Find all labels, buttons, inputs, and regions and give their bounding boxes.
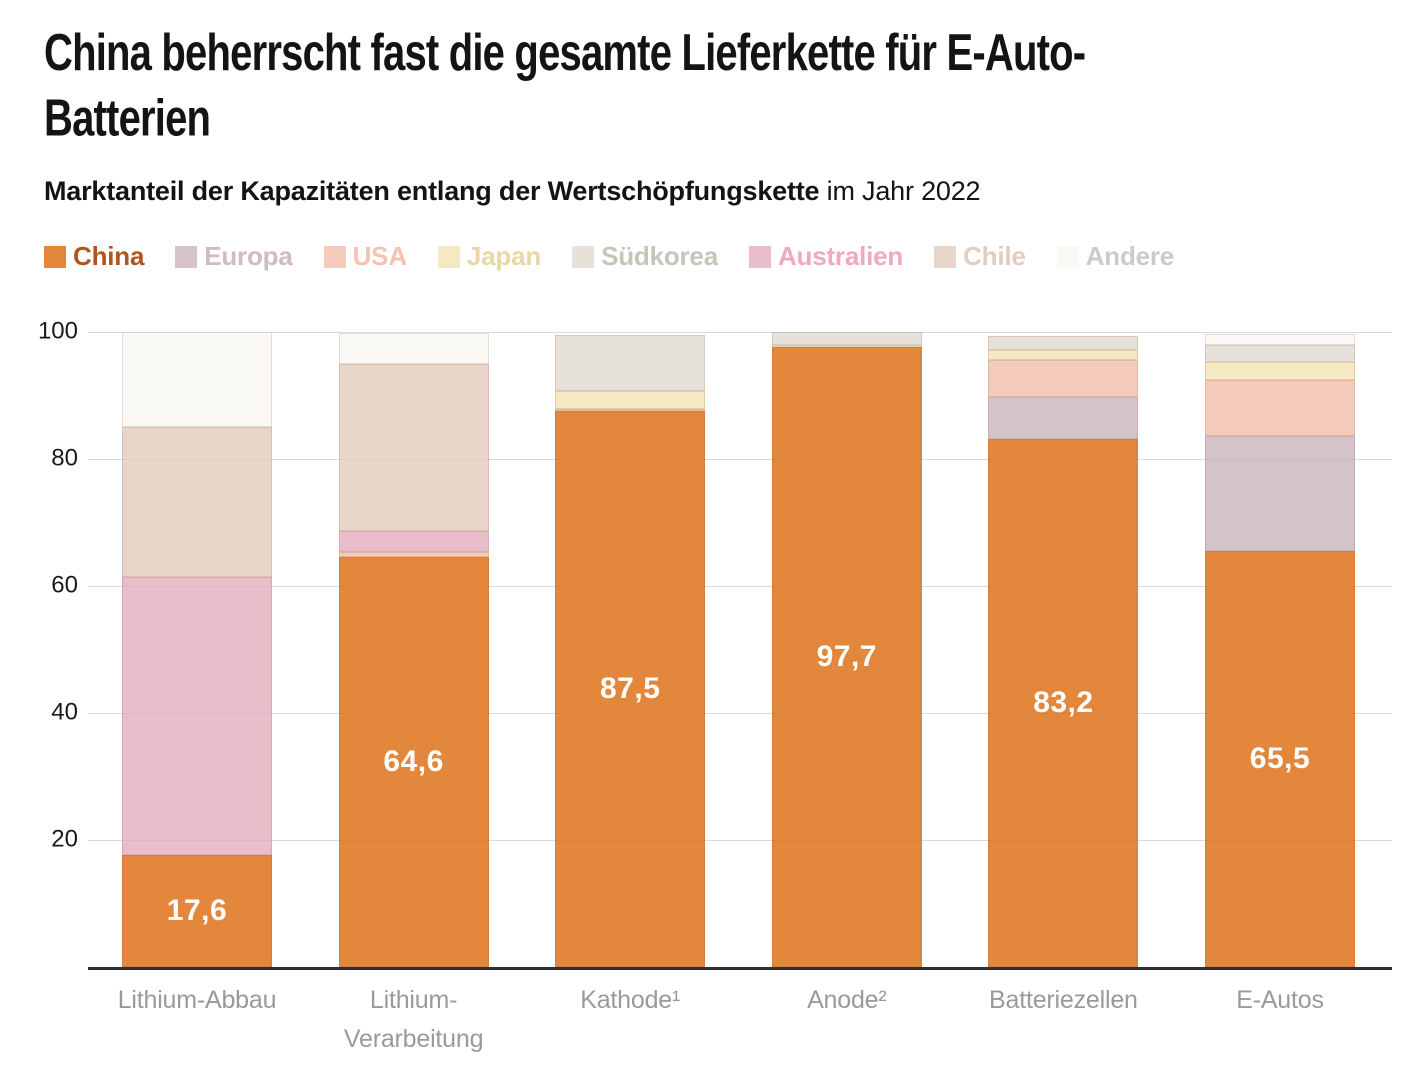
bar-segment-usa — [555, 408, 706, 412]
bar-segment-s-dkorea — [771, 332, 922, 345]
legend-label-chile: Chile — [963, 241, 1026, 271]
bar-segment-s-dkorea — [555, 335, 706, 392]
x-axis-label-line: Verarbeitung — [343, 1025, 484, 1053]
legend-label-s-dkorea: Südkorea — [601, 241, 718, 271]
bar-segment-chile — [122, 427, 272, 578]
legend-label-china: China — [73, 241, 145, 271]
x-axis-label-line: E-Autos — [1236, 986, 1324, 1014]
bar-segment-andere — [1205, 333, 1355, 346]
legend-swatch-australien — [748, 245, 771, 268]
legend-swatch-europa — [175, 245, 198, 268]
legend-item-australien: Australien — [748, 241, 904, 272]
subtitle-bold-text: Marktanteil der Kapazitäten entlang der … — [44, 176, 820, 206]
legend-label-europa: Europa — [204, 241, 293, 271]
gridline-overlay-80 — [88, 459, 1392, 460]
legend-item-chile: Chile — [934, 241, 1026, 272]
bar-segment-usa — [338, 551, 489, 557]
legend-item-japan: Japan — [437, 241, 542, 272]
bar-value-label: 64,6 — [383, 744, 444, 778]
legend-item-usa: USA — [323, 241, 407, 272]
legend-label-andere: Andere — [1085, 241, 1175, 271]
legend-label-usa: USA — [352, 241, 407, 271]
bar-segment-australien — [338, 530, 489, 552]
gridline-40 — [88, 713, 1392, 714]
gridline-80 — [88, 459, 1392, 460]
y-axis-tick-label: 40 — [51, 698, 78, 726]
legend-label-australien: Australien — [777, 241, 904, 271]
legend-item-andere: Andere — [1056, 241, 1175, 272]
subtitle-regular-text: im Jahr 2022 — [819, 176, 981, 206]
y-axis-tick-label: 60 — [51, 571, 78, 599]
gridline-overlay-100 — [88, 332, 1392, 333]
x-axis-label-lithium-verarbeitung: Lithium- Verarbeitung — [274, 981, 554, 1059]
bar-value-label: 97,7 — [816, 639, 877, 673]
legend-swatch-usa — [323, 245, 346, 268]
y-axis-tick-label: 20 — [51, 825, 78, 853]
legend-swatch-japan — [437, 245, 460, 268]
bar-segment-china — [988, 438, 1139, 967]
chart-title: China beherrscht fast die gesamte Liefer… — [44, 23, 1086, 147]
bar-segment-japan — [771, 344, 922, 347]
legend-swatch-s-dkorea — [572, 245, 595, 268]
bar-segment-s-dkorea — [1205, 345, 1355, 362]
chart-subtitle: Marktanteil der Kapazitäten entlang der … — [44, 176, 981, 207]
bar-segment-china — [338, 556, 489, 967]
legend-swatch-andere — [1056, 245, 1079, 268]
bar-segment-usa — [1205, 379, 1355, 436]
bar-segment-australien — [122, 577, 272, 856]
bar-segment-andere — [338, 332, 489, 365]
gridline-overlay-60 — [88, 586, 1392, 587]
x-axis-label-anode: Anode² — [707, 981, 987, 1020]
bar-segment-europa — [1205, 435, 1355, 552]
gridline-60 — [88, 586, 1392, 587]
gridline-overlay-20 — [88, 840, 1392, 841]
bar-value-label: 83,2 — [1033, 685, 1094, 719]
bar-segment-japan — [555, 391, 706, 409]
x-axis-label-line: Batteriezellen — [989, 986, 1138, 1014]
legend: China Europa USA Japan Südkorea Australien Chi… — [44, 241, 1384, 272]
legend-item-europa: Europa — [175, 241, 293, 272]
bar-segment-japan — [988, 350, 1139, 360]
bar-segment-usa — [988, 359, 1139, 397]
gridline-100 — [88, 332, 1392, 333]
legend-swatch-chile — [934, 245, 957, 268]
x-axis-label-line: Anode² — [807, 986, 887, 1014]
bar-value-label: 65,5 — [1249, 742, 1311, 776]
y-axis-tick-label: 80 — [51, 444, 78, 472]
x-axis-line — [88, 967, 1392, 970]
x-axis-label-lithium-abbau: Lithium-Abbau — [57, 981, 337, 1020]
legend-item-china: China — [44, 241, 144, 272]
legend-item-s-dkorea: Südkorea — [572, 241, 718, 272]
bar-segment-china — [1205, 551, 1355, 967]
bar-value-label: 87,5 — [599, 672, 661, 706]
bar-value-label: 17,6 — [166, 894, 228, 928]
gridline-overlay-40 — [88, 713, 1392, 714]
bar-segment-china — [771, 346, 922, 967]
y-axis-tick-label: 100 — [37, 317, 78, 345]
x-axis-label-kathode: Kathode¹ — [490, 981, 770, 1020]
bar-segment-s-dkorea — [988, 335, 1139, 351]
bar-segment-chile — [338, 364, 489, 531]
x-axis-label-line: Lithium- — [369, 986, 458, 1014]
bar-segment-andere — [122, 332, 272, 428]
bar-segment-china — [555, 411, 706, 967]
x-axis-label-batteriezellen: Batteriezellen — [923, 981, 1203, 1020]
bar-segment-china — [122, 855, 272, 967]
x-axis-label-line: Lithium-Abbau — [117, 986, 277, 1014]
bar-segment-japan — [1205, 361, 1355, 380]
x-axis-label-line: Kathode¹ — [580, 986, 681, 1014]
gridline-20 — [88, 840, 1392, 841]
legend-swatch-china — [44, 245, 66, 268]
bar-segment-europa — [988, 396, 1139, 439]
legend-label-japan: Japan — [466, 241, 542, 271]
x-axis-label-e-autos: E-Autos — [1140, 981, 1402, 1020]
